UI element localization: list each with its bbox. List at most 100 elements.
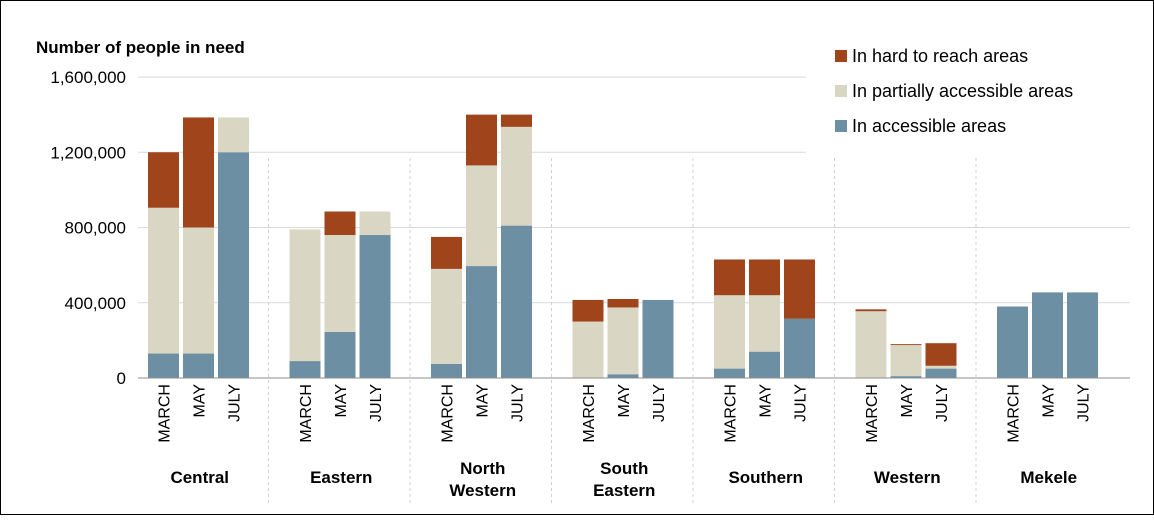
x-tick-label: JULY [1076, 384, 1093, 422]
bar-southern-may-in-accessible-areas [749, 351, 780, 378]
bar-north-western-july-in-partially-accessible-areas [501, 126, 532, 226]
bar-north-western-march-in-accessible-areas [431, 363, 462, 378]
legend-label: In hard to reach areas [852, 46, 1028, 66]
bar-mekele-march-in-accessible-areas [997, 306, 1028, 378]
y-axis-tick-labels: 0 400,000 800,000 1,200,000 1,600,000 [50, 68, 126, 388]
bar-south-eastern-may-in-partially-accessible-areas [607, 307, 639, 375]
bar-north-western-march-in-hard-to-reach-areas [431, 236, 462, 269]
bar-western-july-in-hard-to-reach-areas [925, 343, 957, 366]
bar-north-western-may-in-accessible-areas [466, 266, 497, 378]
legend-swatch [835, 85, 847, 97]
group-label: Central [170, 468, 229, 487]
bar-eastern-may-in-partially-accessible-areas [324, 235, 356, 332]
bar-southern-may-in-hard-to-reach-areas [749, 259, 780, 296]
x-tick-label: MAY [758, 384, 775, 418]
bar-north-western-may-in-hard-to-reach-areas [466, 114, 497, 166]
bar-central-july-in-accessible-areas [218, 152, 249, 378]
bar-south-eastern-may-in-hard-to-reach-areas [607, 298, 639, 308]
bar-eastern-may-in-hard-to-reach-areas [324, 211, 356, 236]
bar-mekele-july-in-accessible-areas [1067, 292, 1098, 378]
bar-central-may-in-partially-accessible-areas [183, 227, 214, 354]
bar-eastern-july-in-accessible-areas [359, 235, 391, 378]
y-tick-label: 1,600,000 [50, 68, 126, 87]
x-tick-label: MAY [616, 384, 633, 418]
x-tick-label: MARCH [581, 384, 598, 443]
x-tick-label: MARCH [723, 384, 740, 443]
x-tick-label: MARCH [298, 384, 315, 443]
bar-central-may-in-hard-to-reach-areas [183, 117, 214, 228]
legend-swatch [835, 50, 847, 62]
bar-western-july-in-partially-accessible-areas [925, 365, 957, 369]
x-tick-label: MARCH [1006, 384, 1023, 443]
group-label: Eastern [310, 468, 372, 487]
bar-eastern-march-in-accessible-areas [289, 361, 321, 378]
group-label: South [600, 459, 648, 478]
legend-swatch [835, 120, 847, 132]
group-label: Mekele [1020, 468, 1077, 487]
x-tick-label: JULY [793, 384, 810, 422]
x-tick-label: JULY [227, 384, 244, 422]
group-labels: Central Eastern North Western South Eastern So… [170, 459, 1077, 500]
y-axis-title: Number of people in need [36, 38, 245, 57]
bar-south-eastern-march-in-partially-accessible-areas [572, 321, 604, 378]
x-tick-label: JULY [510, 384, 527, 422]
legend-label: In partially accessible areas [852, 81, 1073, 101]
bar-southern-july-in-accessible-areas [784, 318, 815, 378]
group-label: Western [874, 468, 941, 487]
x-axis-tick-labels: MARCH MAY JULY MARCH MAY JULY MARCH MAY JULY MARC… [157, 384, 1093, 443]
y-tick-label: 0 [117, 369, 126, 388]
x-tick-label: MAY [475, 384, 492, 418]
bar-southern-july-in-hard-to-reach-areas [784, 259, 815, 319]
y-tick-label: 1,200,000 [50, 143, 126, 162]
x-tick-label: MAY [192, 384, 209, 418]
bar-south-eastern-july-in-accessible-areas [642, 299, 674, 378]
bar-north-western-may-in-partially-accessible-areas [466, 165, 497, 267]
bar-central-march-in-partially-accessible-areas [148, 207, 179, 354]
bar-central-march-in-hard-to-reach-areas [148, 152, 179, 208]
bar-north-western-july-in-hard-to-reach-areas [501, 114, 532, 127]
bar-north-western-july-in-accessible-areas [501, 225, 532, 378]
x-tick-label: MARCH [864, 384, 881, 443]
bar-western-march-in-hard-to-reach-areas [855, 309, 887, 312]
bar-western-july-in-accessible-areas [925, 368, 957, 378]
x-tick-label: JULY [651, 384, 668, 422]
y-tick-label: 400,000 [65, 294, 126, 313]
legend: In hard to reach areas In partially acces… [806, 35, 1138, 155]
x-tick-label: JULY [934, 384, 951, 422]
group-separators [268, 158, 977, 505]
group-label: Western [449, 481, 516, 500]
bar-south-eastern-march-in-hard-to-reach-areas [572, 299, 604, 322]
bar-southern-march-in-partially-accessible-areas [714, 295, 745, 369]
bars [148, 114, 1098, 378]
legend-background [806, 35, 1138, 155]
x-tick-label: MARCH [157, 384, 174, 443]
bar-southern-march-in-hard-to-reach-areas [714, 259, 745, 296]
group-label: Southern [728, 468, 803, 487]
bar-central-march-in-accessible-areas [148, 353, 179, 378]
bar-western-may-in-partially-accessible-areas [890, 345, 922, 377]
x-tick-label: MAY [333, 384, 350, 418]
group-label: North [460, 459, 505, 478]
bar-south-eastern-may-in-accessible-areas [607, 374, 639, 378]
bar-central-july-in-partially-accessible-areas [218, 117, 249, 153]
bar-eastern-march-in-partially-accessible-areas [289, 229, 321, 362]
bar-southern-may-in-partially-accessible-areas [749, 295, 780, 352]
group-label: Eastern [593, 481, 655, 500]
legend-label: In accessible areas [852, 116, 1006, 136]
bar-central-may-in-accessible-areas [183, 353, 214, 378]
bar-north-western-march-in-partially-accessible-areas [431, 268, 462, 364]
bar-western-march-in-partially-accessible-areas [855, 311, 887, 378]
bar-eastern-july-in-partially-accessible-areas [359, 211, 391, 236]
bar-western-may-in-hard-to-reach-areas [890, 344, 922, 346]
bar-southern-march-in-accessible-areas [714, 368, 745, 378]
x-tick-label: MAY [1041, 384, 1058, 418]
bar-mekele-may-in-accessible-areas [1032, 292, 1063, 378]
x-tick-label: JULY [368, 384, 385, 422]
bar-western-may-in-accessible-areas [890, 376, 922, 378]
x-tick-label: MARCH [440, 384, 457, 443]
y-tick-label: 800,000 [65, 219, 126, 238]
bar-eastern-may-in-accessible-areas [324, 331, 356, 378]
x-tick-label: MAY [899, 384, 916, 418]
